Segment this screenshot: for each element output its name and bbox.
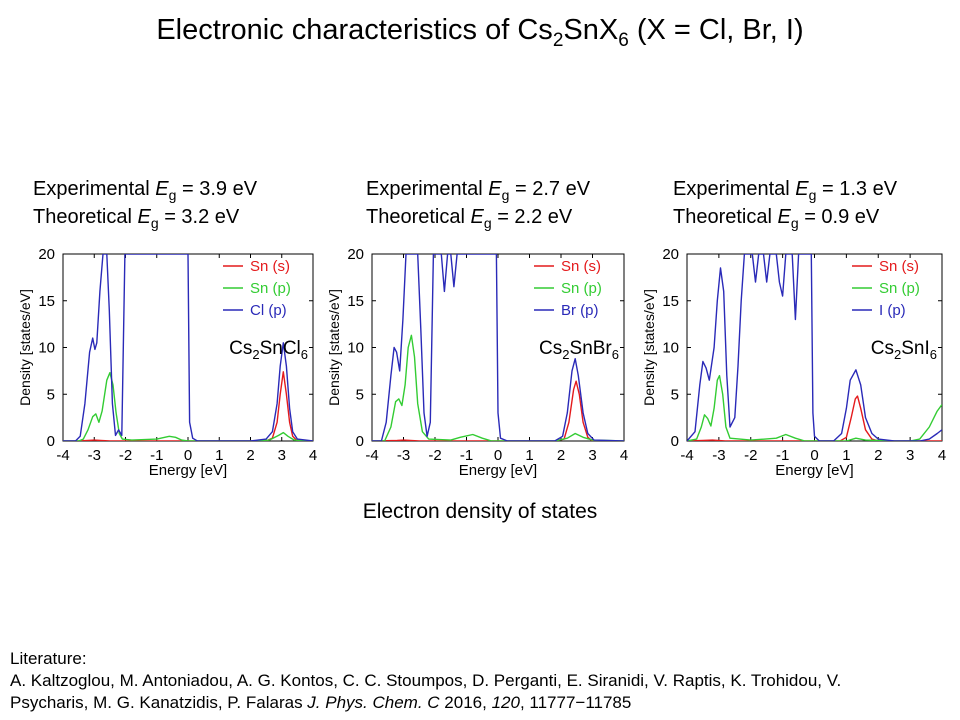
legend-label-halide-p: Br (p) [561,302,599,319]
y-axis-label: Density [states/eV] [641,289,657,406]
theoretical-bandgap: Theoretical Eg = 3.2 eV [33,206,240,231]
y-tick-label: 15 [662,293,679,310]
x-tick-label: 0 [184,447,192,464]
x-tick-label: -4 [365,447,378,464]
x-tick-label: -3 [712,447,725,464]
experimental-bandgap: Experimental Eg = 3.9 eV [33,178,258,203]
legend-label-halide-p: Cl (p) [250,302,287,319]
experimental-bandgap: Experimental Eg = 1.3 eV [673,178,898,203]
series-line-halide-p [372,254,624,441]
y-axis-label: Density [states/eV] [17,289,33,406]
bandgap-info-cl: Experimental Eg = 3.9 eV Theoretical Eg … [33,175,257,231]
y-tick-label: 0 [47,433,55,450]
bandgap-info-br: Experimental Eg = 2.7 eV Theoretical Eg … [366,175,590,231]
x-tick-label: -2 [428,447,441,464]
y-tick-label: 20 [38,246,55,263]
x-tick-label: -2 [119,447,132,464]
x-tick-label: 3 [278,447,286,464]
series-line-sn-s [687,395,942,441]
series-line-sn-s [63,371,313,441]
literature-authors: A. Kaltzoglou, M. Antoniadou, A. G. Kont… [10,671,842,690]
legend-label-halide-p: I (p) [879,302,906,319]
dos-chart-i: -4 -3 -2 -1 0 1 2 3 4 0 5 10 15 20 Energy [eV] Density … [641,246,946,479]
x-tick-label: 4 [938,447,946,464]
theoretical-bandgap: Theoretical Eg = 2.2 eV [366,206,573,231]
slide-title: Electronic characteristics of Cs2SnX6 (X… [156,14,804,51]
x-axis-label: Energy [eV] [775,462,853,479]
dos-chart-br: -4 -3 -2 -1 0 1 2 3 4 0 5 10 15 20 Energy [eV] Density … [326,246,628,479]
literature-reference: Literature: A. Kaltzoglou, M. Antoniadou… [10,648,955,714]
x-tick-label: -4 [680,447,693,464]
legend-label-sn-s: Sn (s) [250,258,290,275]
x-axis-label: Energy [eV] [459,462,537,479]
x-tick-label: -1 [460,447,473,464]
series-line-sn-p [687,374,942,441]
x-tick-label: 2 [874,447,882,464]
legend-label-sn-p: Sn (p) [879,280,920,297]
series-line-sn-p [63,372,313,441]
x-tick-label: 4 [309,447,317,464]
figure-caption: Electron density of states [362,500,598,523]
compound-label: Cs2SnCl6 [229,338,308,362]
y-tick-label: 5 [356,386,364,403]
y-tick-label: 10 [38,340,55,357]
compound-label: Cs2SnBr6 [539,338,619,362]
y-tick-label: 20 [347,246,364,263]
series-line-halide-p [687,254,942,441]
x-tick-label: 3 [588,447,596,464]
y-tick-label: 10 [662,340,679,357]
theoretical-bandgap: Theoretical Eg = 0.9 eV [673,206,880,231]
bandgap-info-i: Experimental Eg = 1.3 eV Theoretical Eg … [673,175,897,231]
x-tick-label: -2 [744,447,757,464]
x-tick-label: -4 [56,447,69,464]
series-line-sn-s [372,380,624,441]
x-tick-label: 0 [494,447,502,464]
legend-label-sn-s: Sn (s) [561,258,601,275]
series-line-halide-p [63,254,313,441]
x-tick-label: -1 [776,447,789,464]
literature-citation: Psycharis, M. G. Kanatzidis, P. Falaras … [10,693,632,712]
x-tick-label: 1 [842,447,850,464]
x-tick-label: -3 [88,447,101,464]
y-tick-label: 0 [671,433,679,450]
y-axis-label: Density [states/eV] [326,289,342,406]
y-tick-label: 20 [662,246,679,263]
y-tick-label: 15 [38,293,55,310]
y-tick-label: 5 [671,386,679,403]
literature-heading: Literature: [10,649,87,668]
x-tick-label: 2 [557,447,565,464]
experimental-bandgap: Experimental Eg = 2.7 eV [366,178,591,203]
y-tick-label: 0 [356,433,364,450]
x-tick-label: 3 [906,447,914,464]
x-tick-label: 1 [525,447,533,464]
x-tick-label: 4 [620,447,628,464]
y-tick-label: 10 [347,340,364,357]
legend-label-sn-p: Sn (p) [250,280,291,297]
x-tick-label: 0 [810,447,818,464]
compound-label: Cs2SnI6 [871,338,937,362]
legend-label-sn-p: Sn (p) [561,280,602,297]
x-tick-label: 2 [246,447,254,464]
x-tick-label: -1 [150,447,163,464]
y-tick-label: 15 [347,293,364,310]
y-tick-label: 5 [47,386,55,403]
x-tick-label: 1 [215,447,223,464]
series-line-sn-p [372,334,624,441]
x-tick-label: -3 [397,447,410,464]
x-axis-label: Energy [eV] [149,462,227,479]
dos-chart-cl: -4 -3 -2 -1 0 1 2 3 4 0 5 10 15 20 Energy [eV] Density … [17,246,317,479]
legend-label-sn-s: Sn (s) [879,258,919,275]
